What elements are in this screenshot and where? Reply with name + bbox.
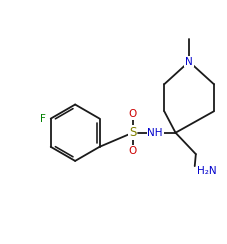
Text: H₂N: H₂N	[197, 166, 217, 176]
Text: NH: NH	[148, 128, 163, 138]
Text: F: F	[40, 114, 46, 124]
Text: O: O	[128, 109, 137, 119]
Text: O: O	[128, 146, 137, 156]
Text: N: N	[185, 57, 193, 67]
Text: S: S	[129, 126, 136, 139]
